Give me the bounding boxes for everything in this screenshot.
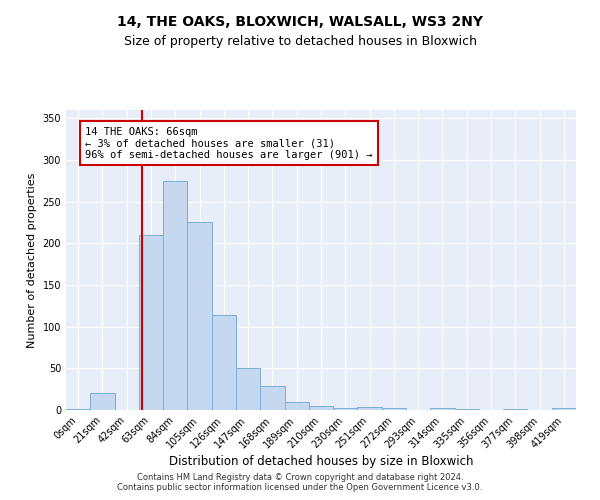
Bar	[260, 386, 284, 410]
Bar	[333, 408, 358, 410]
Bar	[139, 235, 163, 410]
Bar	[382, 408, 406, 410]
Text: 14, THE OAKS, BLOXWICH, WALSALL, WS3 2NY: 14, THE OAKS, BLOXWICH, WALSALL, WS3 2NY	[117, 15, 483, 29]
Y-axis label: Number of detached properties: Number of detached properties	[27, 172, 37, 348]
Bar	[455, 409, 479, 410]
Bar	[552, 408, 576, 410]
Bar	[212, 315, 236, 410]
Bar	[309, 406, 333, 410]
Bar	[358, 406, 382, 410]
Bar	[163, 181, 187, 410]
Text: 14 THE OAKS: 66sqm
← 3% of detached houses are smaller (31)
96% of semi-detached: 14 THE OAKS: 66sqm ← 3% of detached hous…	[85, 126, 373, 160]
Text: Contains HM Land Registry data © Crown copyright and database right 2024.: Contains HM Land Registry data © Crown c…	[137, 474, 463, 482]
Bar	[503, 409, 527, 410]
Bar	[236, 368, 260, 410]
X-axis label: Distribution of detached houses by size in Bloxwich: Distribution of detached houses by size …	[169, 456, 473, 468]
Text: Contains public sector information licensed under the Open Government Licence v3: Contains public sector information licen…	[118, 484, 482, 492]
Bar	[430, 408, 455, 410]
Bar	[90, 394, 115, 410]
Bar	[187, 222, 212, 410]
Bar	[66, 409, 90, 410]
Bar	[284, 402, 309, 410]
Text: Size of property relative to detached houses in Bloxwich: Size of property relative to detached ho…	[124, 35, 476, 48]
